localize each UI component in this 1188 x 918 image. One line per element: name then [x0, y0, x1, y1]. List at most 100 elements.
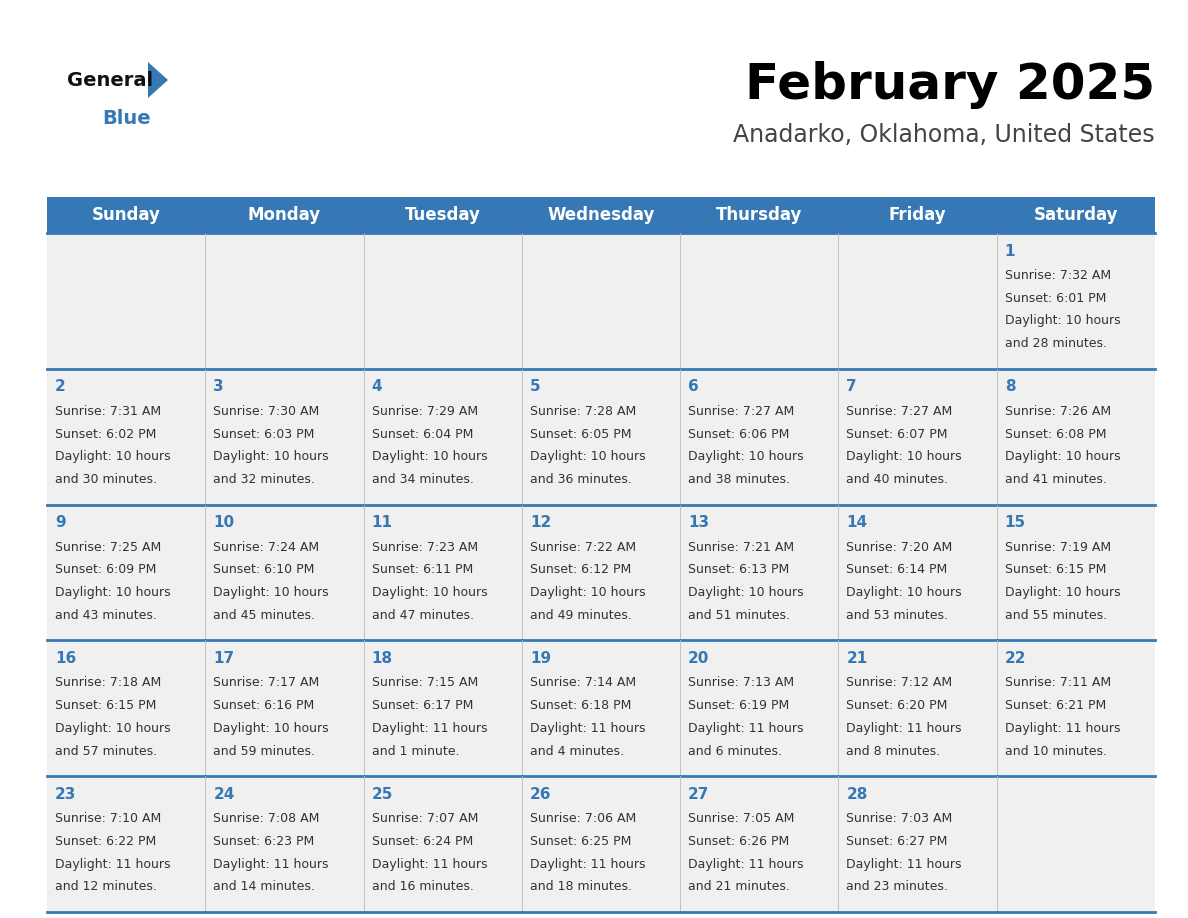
Text: Daylight: 10 hours: Daylight: 10 hours — [372, 451, 487, 464]
Text: and 32 minutes.: and 32 minutes. — [214, 473, 315, 486]
Text: 14: 14 — [846, 515, 867, 530]
Text: Sunset: 6:23 PM: Sunset: 6:23 PM — [214, 835, 315, 848]
Text: Sunset: 6:16 PM: Sunset: 6:16 PM — [214, 700, 315, 712]
Text: Sunrise: 7:10 AM: Sunrise: 7:10 AM — [55, 812, 162, 825]
Text: Sunset: 6:02 PM: Sunset: 6:02 PM — [55, 428, 157, 441]
Text: and 10 minutes.: and 10 minutes. — [1005, 744, 1107, 757]
Polygon shape — [148, 62, 168, 98]
Bar — [48, 369, 1155, 505]
Text: and 43 minutes.: and 43 minutes. — [55, 609, 157, 621]
Text: Saturday: Saturday — [1034, 206, 1118, 224]
Text: and 28 minutes.: and 28 minutes. — [1005, 337, 1107, 351]
Text: Sunrise: 7:12 AM: Sunrise: 7:12 AM — [846, 677, 953, 689]
Text: Sunrise: 7:08 AM: Sunrise: 7:08 AM — [214, 812, 320, 825]
Text: 2: 2 — [55, 379, 65, 395]
Text: Daylight: 11 hours: Daylight: 11 hours — [1005, 722, 1120, 735]
Text: Sunrise: 7:18 AM: Sunrise: 7:18 AM — [55, 677, 162, 689]
Text: and 14 minutes.: and 14 minutes. — [214, 880, 315, 893]
Text: Sunset: 6:07 PM: Sunset: 6:07 PM — [846, 428, 948, 441]
Text: 28: 28 — [846, 787, 867, 801]
Text: Daylight: 10 hours: Daylight: 10 hours — [1005, 586, 1120, 599]
Text: Sunset: 6:10 PM: Sunset: 6:10 PM — [214, 564, 315, 577]
Text: Sunrise: 7:13 AM: Sunrise: 7:13 AM — [688, 677, 795, 689]
Text: and 38 minutes.: and 38 minutes. — [688, 473, 790, 486]
Text: Sunset: 6:19 PM: Sunset: 6:19 PM — [688, 700, 789, 712]
Text: Sunrise: 7:19 AM: Sunrise: 7:19 AM — [1005, 541, 1111, 554]
Text: 7: 7 — [846, 379, 857, 395]
Bar — [48, 505, 1155, 641]
Text: 20: 20 — [688, 651, 709, 666]
Text: and 16 minutes.: and 16 minutes. — [372, 880, 474, 893]
Text: Sunset: 6:01 PM: Sunset: 6:01 PM — [1005, 292, 1106, 305]
Text: and 45 minutes.: and 45 minutes. — [214, 609, 315, 621]
Text: 23: 23 — [55, 787, 76, 801]
Text: Daylight: 11 hours: Daylight: 11 hours — [214, 857, 329, 870]
Text: Daylight: 10 hours: Daylight: 10 hours — [214, 451, 329, 464]
Text: February 2025: February 2025 — [745, 61, 1155, 109]
Text: and 12 minutes.: and 12 minutes. — [55, 880, 157, 893]
Text: 4: 4 — [372, 379, 383, 395]
Text: Sunrise: 7:17 AM: Sunrise: 7:17 AM — [214, 677, 320, 689]
Text: Sunset: 6:12 PM: Sunset: 6:12 PM — [530, 564, 631, 577]
Text: Sunday: Sunday — [91, 206, 160, 224]
Text: Sunset: 6:09 PM: Sunset: 6:09 PM — [55, 564, 157, 577]
Text: Monday: Monday — [248, 206, 321, 224]
Text: 3: 3 — [214, 379, 223, 395]
Text: Sunset: 6:21 PM: Sunset: 6:21 PM — [1005, 700, 1106, 712]
Text: 22: 22 — [1005, 651, 1026, 666]
Text: Sunrise: 7:30 AM: Sunrise: 7:30 AM — [214, 405, 320, 418]
Text: Daylight: 11 hours: Daylight: 11 hours — [846, 722, 962, 735]
Text: Sunset: 6:17 PM: Sunset: 6:17 PM — [372, 700, 473, 712]
Text: Sunrise: 7:07 AM: Sunrise: 7:07 AM — [372, 812, 478, 825]
Text: Sunrise: 7:29 AM: Sunrise: 7:29 AM — [372, 405, 478, 418]
Bar — [48, 233, 1155, 369]
Text: Daylight: 10 hours: Daylight: 10 hours — [55, 586, 171, 599]
Text: 6: 6 — [688, 379, 699, 395]
Text: and 4 minutes.: and 4 minutes. — [530, 744, 624, 757]
Text: Daylight: 11 hours: Daylight: 11 hours — [372, 722, 487, 735]
Text: and 18 minutes.: and 18 minutes. — [530, 880, 632, 893]
Text: 5: 5 — [530, 379, 541, 395]
Text: Sunset: 6:24 PM: Sunset: 6:24 PM — [372, 835, 473, 848]
Text: Sunrise: 7:31 AM: Sunrise: 7:31 AM — [55, 405, 162, 418]
Text: Daylight: 11 hours: Daylight: 11 hours — [846, 857, 962, 870]
Text: Sunset: 6:05 PM: Sunset: 6:05 PM — [530, 428, 631, 441]
Text: General: General — [67, 71, 153, 89]
Text: Sunset: 6:26 PM: Sunset: 6:26 PM — [688, 835, 789, 848]
Text: Daylight: 10 hours: Daylight: 10 hours — [688, 586, 804, 599]
Text: Sunrise: 7:27 AM: Sunrise: 7:27 AM — [688, 405, 795, 418]
Text: Daylight: 11 hours: Daylight: 11 hours — [372, 857, 487, 870]
Text: Sunrise: 7:27 AM: Sunrise: 7:27 AM — [846, 405, 953, 418]
Text: and 34 minutes.: and 34 minutes. — [372, 473, 474, 486]
Text: 10: 10 — [214, 515, 234, 530]
Text: Sunrise: 7:15 AM: Sunrise: 7:15 AM — [372, 677, 478, 689]
Text: Thursday: Thursday — [716, 206, 802, 224]
Text: and 36 minutes.: and 36 minutes. — [530, 473, 632, 486]
Text: Wednesday: Wednesday — [548, 206, 655, 224]
Text: 9: 9 — [55, 515, 65, 530]
Text: Daylight: 11 hours: Daylight: 11 hours — [55, 857, 171, 870]
Text: and 23 minutes.: and 23 minutes. — [846, 880, 948, 893]
Text: Daylight: 10 hours: Daylight: 10 hours — [846, 451, 962, 464]
Text: Sunrise: 7:25 AM: Sunrise: 7:25 AM — [55, 541, 162, 554]
Text: Sunrise: 7:03 AM: Sunrise: 7:03 AM — [846, 812, 953, 825]
Text: Daylight: 11 hours: Daylight: 11 hours — [530, 722, 645, 735]
Text: Sunset: 6:27 PM: Sunset: 6:27 PM — [846, 835, 948, 848]
Text: 26: 26 — [530, 787, 551, 801]
Text: 13: 13 — [688, 515, 709, 530]
Text: and 6 minutes.: and 6 minutes. — [688, 744, 782, 757]
Bar — [48, 777, 1155, 912]
Text: Daylight: 10 hours: Daylight: 10 hours — [1005, 315, 1120, 328]
Text: 17: 17 — [214, 651, 234, 666]
Text: Daylight: 10 hours: Daylight: 10 hours — [214, 722, 329, 735]
Text: Sunrise: 7:22 AM: Sunrise: 7:22 AM — [530, 541, 636, 554]
Text: Tuesday: Tuesday — [405, 206, 481, 224]
Text: 16: 16 — [55, 651, 76, 666]
Text: Sunset: 6:04 PM: Sunset: 6:04 PM — [372, 428, 473, 441]
Text: Daylight: 11 hours: Daylight: 11 hours — [688, 722, 803, 735]
Text: Sunset: 6:22 PM: Sunset: 6:22 PM — [55, 835, 157, 848]
Text: Anadarko, Oklahoma, United States: Anadarko, Oklahoma, United States — [733, 123, 1155, 147]
Text: and 41 minutes.: and 41 minutes. — [1005, 473, 1106, 486]
Text: Daylight: 10 hours: Daylight: 10 hours — [688, 451, 804, 464]
Text: Sunrise: 7:20 AM: Sunrise: 7:20 AM — [846, 541, 953, 554]
